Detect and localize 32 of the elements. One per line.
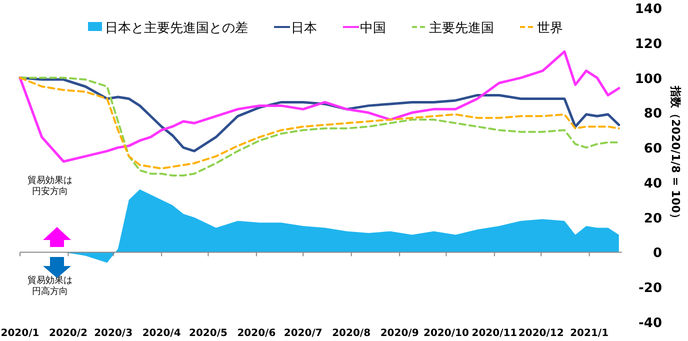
x-tick-label: 2021/1 — [570, 328, 609, 339]
x-tick-label: 2020/7 — [284, 328, 322, 339]
y-tick-label: 60 — [644, 142, 662, 157]
annotation: 貿易効果は円安方向 — [28, 175, 72, 197]
y-tick-label: 100 — [634, 72, 662, 87]
y-tick-label: -20 — [638, 281, 662, 296]
y-tick-label: 0 — [652, 246, 662, 262]
x-tick-label: 2020/9 — [380, 328, 419, 339]
y-tick-label: 40 — [644, 176, 662, 192]
y-axis-title: 指数（2020/1/8 = 100） — [669, 85, 682, 224]
y-tick-label: 20 — [644, 211, 662, 226]
legend-label: 世界 — [537, 21, 563, 36]
y-tick-label: 120 — [634, 36, 662, 52]
x-tick-label: 2020/12 — [518, 328, 564, 339]
legend-label: 中国 — [360, 21, 386, 36]
line-series — [18, 76, 620, 152]
y-tick-label: 140 — [634, 2, 662, 17]
x-tick-label: 2020/3 — [94, 328, 133, 339]
x-tick-label: 2020/5 — [188, 328, 228, 339]
x-tick-label: 2020/4 — [142, 328, 181, 339]
y-tick-label: 80 — [644, 106, 662, 122]
x-tick-label: 2020/2 — [48, 328, 88, 339]
legend-label: 日本 — [291, 21, 317, 36]
y-tick-label: -40 — [638, 316, 662, 331]
legend-label: 日本と主要先進国との差 — [105, 20, 248, 36]
x-tick-label: 2020/11 — [472, 328, 518, 339]
x-tick-label: 2020/10 — [424, 328, 469, 339]
legend-label: 主要先進国 — [429, 20, 494, 36]
line-series — [18, 50, 620, 163]
x-tick-label: 2020/6 — [237, 328, 276, 339]
x-tick-label: 2020/8 — [332, 328, 371, 339]
x-tick-label: 2020/1 — [0, 328, 40, 339]
